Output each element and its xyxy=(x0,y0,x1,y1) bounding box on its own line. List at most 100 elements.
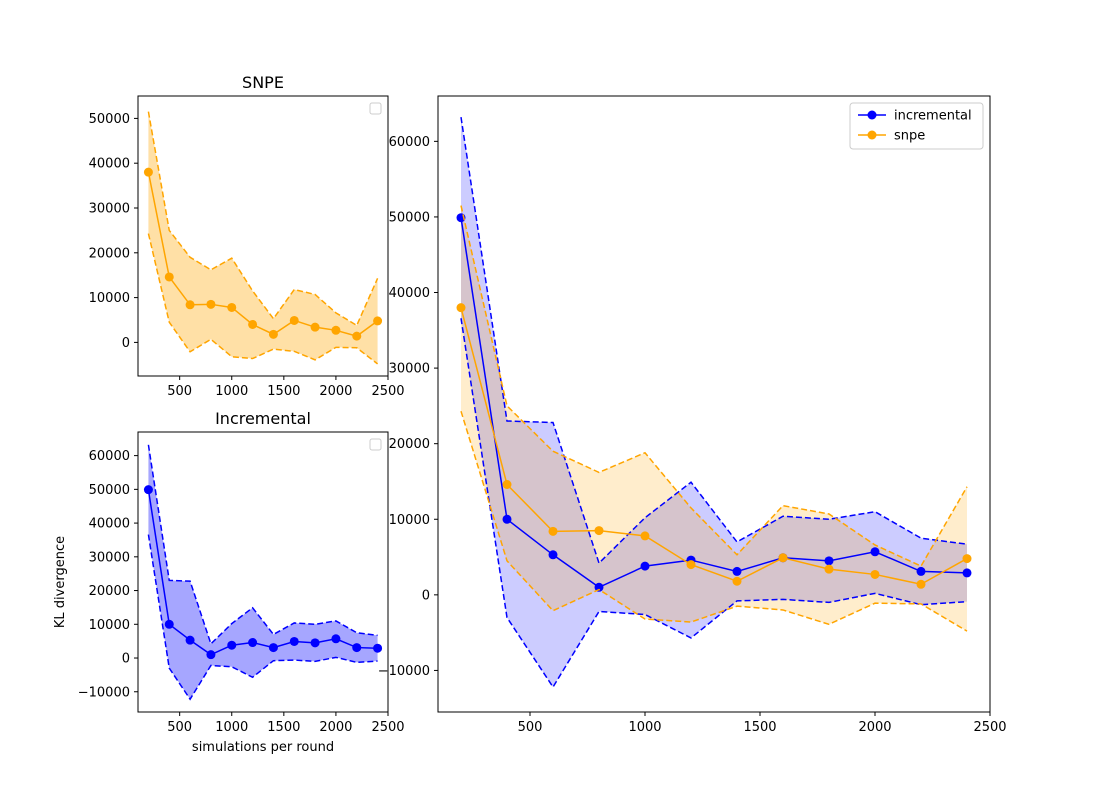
incremental-point-9 xyxy=(331,634,341,644)
snpe-upper-bound-line xyxy=(460,205,968,568)
incremental-point-7 xyxy=(289,636,299,646)
y-tick-label-5: 40000 xyxy=(389,286,430,301)
snpe-point-1 xyxy=(164,272,174,282)
x-tick-label-1: 1000 xyxy=(215,384,248,399)
y-tick-label-1: 0 xyxy=(422,588,430,603)
y-tick-label-0: −10000 xyxy=(78,685,130,700)
snpe-point-6 xyxy=(268,329,278,339)
snpe-point-9 xyxy=(870,569,880,579)
y-tick-label-5: 50000 xyxy=(89,112,130,127)
y-tick-label-3: 30000 xyxy=(89,202,130,217)
snpe-point-8 xyxy=(310,322,320,332)
y-tick-label-1: 10000 xyxy=(89,291,130,306)
x-tick-label-0: 500 xyxy=(518,720,543,735)
subplot-title: SNPE xyxy=(242,73,284,92)
snpe-point-0 xyxy=(143,167,153,177)
incremental-point-11 xyxy=(373,643,383,653)
incremental-point-5 xyxy=(248,638,258,648)
plot-area xyxy=(143,111,383,365)
x-tick-label-2: 1500 xyxy=(267,720,300,735)
plot-area xyxy=(143,444,383,701)
x-tick-label-0: 500 xyxy=(167,720,192,735)
y-tick-label-2: 20000 xyxy=(89,246,130,261)
snpe-point-3 xyxy=(206,299,216,309)
y-tick-label-2: 10000 xyxy=(89,618,130,633)
x-tick-label-3: 2000 xyxy=(319,384,352,399)
legend: incremental snpe xyxy=(849,102,984,150)
x-tick-label-1: 1000 xyxy=(628,720,661,735)
incremental-point-8 xyxy=(310,638,320,648)
snpe-point-2 xyxy=(185,300,195,310)
incremental-point-1 xyxy=(502,514,512,524)
incremental-point-0 xyxy=(143,485,153,495)
incremental-confidence-band xyxy=(461,117,967,688)
incremental-point-11 xyxy=(962,568,972,578)
axes-frame xyxy=(137,95,389,377)
incremental-point-6 xyxy=(268,643,278,653)
y-tick-label-6: 50000 xyxy=(389,210,430,225)
y-tick-label-7: 60000 xyxy=(389,135,430,150)
y-tick-label-7: 60000 xyxy=(89,449,130,464)
snpe-point-4 xyxy=(640,531,650,541)
y-tick-label-1: 0 xyxy=(122,652,130,667)
comparison-subplot: 500 1000 1500 2000 2500 −10000 0 10000 20000 3000… xyxy=(378,95,1007,735)
incremental-subplot: 500 1000 1500 2000 2500 −10000 0 10000 20000 3000… xyxy=(53,409,405,755)
axes-frame xyxy=(437,95,991,713)
incremental-lower-bound-line xyxy=(147,534,378,701)
plot-area xyxy=(456,117,972,689)
incremental-lower-bound-line xyxy=(460,318,968,689)
incremental-point-4 xyxy=(227,640,237,650)
snpe-mean-line xyxy=(460,307,968,586)
y-tick-label-0: −10000 xyxy=(378,664,430,679)
snpe-lower-bound-line xyxy=(147,233,379,365)
x-axis-label: simulations per round xyxy=(192,740,334,755)
snpe-point-8 xyxy=(824,564,834,574)
incremental-point-2 xyxy=(185,635,195,645)
incremental-point-4 xyxy=(640,561,650,571)
empty-legend-box xyxy=(369,102,382,115)
snpe-point-4 xyxy=(227,302,237,312)
snpe-upper-bound-line xyxy=(147,111,379,327)
snpe-subplot: 500 1000 1500 2000 2500 0 10000 20000 30000 40000… xyxy=(89,73,405,399)
snpe-point-5 xyxy=(248,319,258,329)
snpe-point-5 xyxy=(686,560,696,570)
legend-label-snpe: snpe xyxy=(894,129,925,144)
snpe-confidence-band xyxy=(461,205,967,632)
y-axis-label: KL divergence xyxy=(53,536,68,628)
incremental-point-3 xyxy=(206,650,216,660)
y-tick-label-6: 50000 xyxy=(89,483,130,498)
snpe-confidence-band xyxy=(148,111,378,364)
incremental-point-1 xyxy=(164,619,174,629)
y-tick-label-4: 30000 xyxy=(389,362,430,377)
y-tick-label-2: 10000 xyxy=(389,513,430,528)
incremental-upper-bound-line xyxy=(460,117,968,565)
y-tick-label-0: 0 xyxy=(122,336,130,351)
snpe-point-9 xyxy=(331,325,341,335)
legend-marker-snpe xyxy=(867,130,877,140)
x-tick-label-0: 500 xyxy=(167,384,192,399)
snpe-point-11 xyxy=(962,554,972,564)
snpe-point-7 xyxy=(289,315,299,325)
legend-label-incremental: incremental xyxy=(894,109,972,124)
snpe-point-1 xyxy=(502,479,512,489)
incremental-confidence-band xyxy=(148,444,378,700)
x-tick-label-1: 1000 xyxy=(215,720,248,735)
y-tick-label-4: 40000 xyxy=(89,157,130,172)
y-tick-label-3: 20000 xyxy=(89,584,130,599)
x-tick-label-4: 2500 xyxy=(371,384,404,399)
subplot-title: Incremental xyxy=(215,409,311,428)
snpe-point-7 xyxy=(778,553,788,563)
axes-frame xyxy=(137,431,389,713)
empty-legend-box xyxy=(369,438,382,451)
snpe-point-10 xyxy=(916,579,926,589)
incremental-upper-bound-line xyxy=(147,444,378,646)
y-tick-label-4: 30000 xyxy=(89,550,130,565)
x-tick-label-2: 1500 xyxy=(743,720,776,735)
x-tick-label-4: 2500 xyxy=(371,720,404,735)
incremental-point-2 xyxy=(548,550,558,560)
x-tick-label-3: 2000 xyxy=(319,720,352,735)
snpe-point-0 xyxy=(456,303,466,313)
snpe-point-11 xyxy=(373,316,383,326)
incremental-point-9 xyxy=(870,547,880,557)
